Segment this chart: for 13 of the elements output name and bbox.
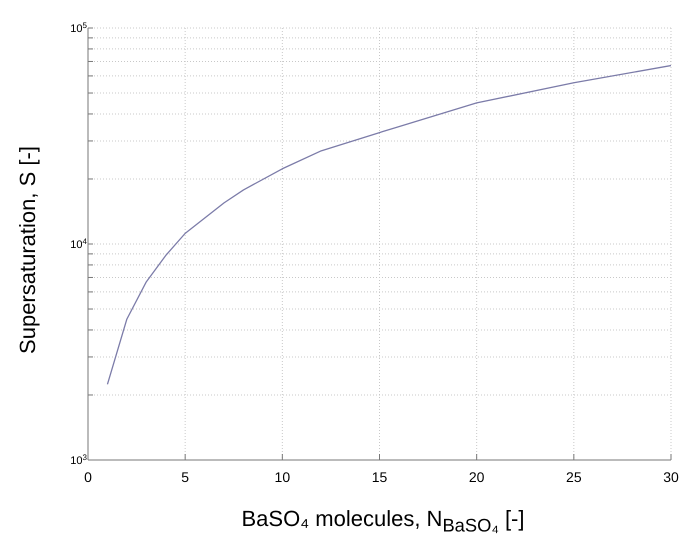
x-tick-label: 30 xyxy=(663,468,679,485)
x-tick-label: 5 xyxy=(181,468,190,485)
y-tick-label: 10$^{4}$ xyxy=(70,236,88,251)
x-tick-label: 20 xyxy=(468,468,485,485)
x-axis-title: BaSO₄ molecules, N$_{BaSO₄}$ [-] xyxy=(240,506,526,536)
x-tick-label: 0 xyxy=(84,468,92,485)
x-tick-label: 10 xyxy=(274,468,290,485)
x-tick-label: 25 xyxy=(566,468,582,485)
y-tick-label: 10$^{5}$ xyxy=(70,20,88,35)
line-series xyxy=(106,64,671,385)
y-tick-label: 10$^{3}$ xyxy=(70,452,88,467)
x-tick-label: 15 xyxy=(372,468,388,485)
y-axis-title: Supersaturation, S [-] xyxy=(15,146,41,354)
